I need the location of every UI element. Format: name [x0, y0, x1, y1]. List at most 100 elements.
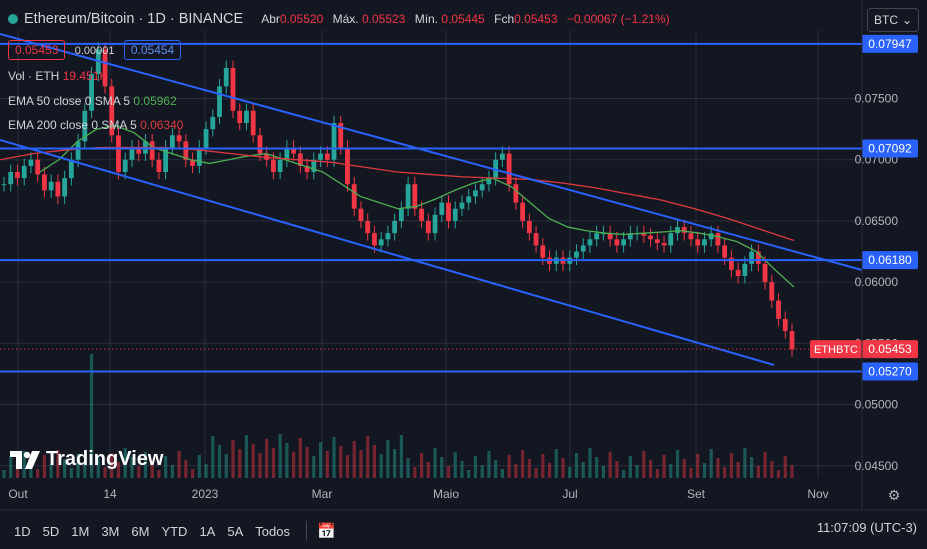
candle-body — [621, 239, 627, 246]
time-tick-label: Maio — [433, 487, 459, 501]
timeframe-1a[interactable]: 1A — [199, 523, 216, 539]
candle-body — [755, 251, 761, 264]
volume-bar — [729, 453, 733, 478]
volume-bar — [541, 454, 545, 478]
candle-body — [28, 159, 34, 166]
calendar-range-icon[interactable]: 📅 — [316, 523, 336, 540]
candle-body — [304, 165, 310, 172]
timeframe-ytd[interactable]: YTD — [161, 523, 188, 539]
volume-bar — [662, 455, 666, 478]
candle-body — [82, 110, 88, 142]
candle-body — [419, 208, 424, 221]
volume-bar — [9, 456, 13, 478]
candle-body — [392, 220, 398, 234]
volume-bar — [49, 464, 53, 478]
candle-body — [681, 227, 687, 234]
level-price-tag — [862, 251, 918, 270]
chevron-down-icon: ⌄ — [901, 13, 912, 27]
candle-body — [378, 239, 384, 246]
candle-body — [614, 239, 620, 246]
timeframe-6m[interactable]: 6M — [131, 523, 150, 539]
tradingview-logo: TradingView — [10, 448, 163, 471]
candle-body — [452, 208, 458, 221]
timeframe-1d[interactable]: 1D — [14, 523, 31, 539]
ask-badge[interactable]: 0.05454 — [123, 40, 182, 60]
volume-bar — [305, 447, 309, 478]
candle-body — [338, 123, 344, 148]
volume-bar — [595, 457, 599, 478]
volume-legend[interactable]: Vol · ETH 19.451K — [8, 69, 108, 83]
symbol-title[interactable]: Ethereum/Bitcoin · 1D · BINANCE — [24, 11, 244, 27]
volume-bar — [231, 440, 235, 478]
candle-body — [702, 239, 707, 246]
candle-body — [695, 239, 701, 246]
volume-bar — [285, 443, 289, 478]
candle-body — [277, 159, 283, 172]
candle-body — [789, 331, 795, 350]
spread-value: 0.00001 — [74, 45, 115, 57]
volume-bar — [460, 461, 464, 478]
timeframe-list: 1D 5D 1M 3M 6M YTD 1A 5A Todos — [8, 524, 296, 539]
volume-bar — [635, 465, 639, 478]
volume-bar — [83, 463, 87, 478]
candle-body — [291, 147, 297, 154]
timeframe-5a[interactable]: 5A — [227, 523, 244, 539]
candle-body — [479, 184, 485, 191]
volume-bar — [190, 469, 195, 478]
volume-bar — [36, 469, 40, 478]
candle-body — [762, 263, 768, 283]
volume-bar — [534, 468, 538, 478]
timeframe-3m[interactable]: 3M — [101, 523, 120, 539]
level-price-tag — [862, 139, 918, 158]
volume-bar — [682, 459, 686, 478]
candle-body — [190, 159, 195, 166]
ema50-legend[interactable]: EMA 50 close 0 SMA 5 0.05962 — [8, 94, 177, 108]
volume-bar — [675, 450, 680, 478]
volume-bar — [467, 470, 471, 478]
timeframe-1m[interactable]: 1M — [71, 523, 90, 539]
volume-bar — [756, 466, 760, 478]
currency-select[interactable]: BTC ⌄ — [867, 8, 919, 32]
candle-body — [675, 227, 680, 234]
candle-body — [526, 220, 532, 234]
volume-bar — [157, 470, 161, 478]
volume-bar — [123, 448, 127, 478]
candle-body — [580, 245, 586, 252]
candle-body — [742, 263, 748, 277]
volume-bar — [96, 458, 100, 478]
volume-bar — [386, 440, 390, 478]
bid-ask-row: 0.05453 0.00001 0.05454 — [8, 40, 182, 60]
volume-bar — [76, 454, 80, 478]
volume-bar — [783, 456, 787, 478]
volume-bar — [352, 441, 356, 478]
volume-bar — [568, 467, 572, 478]
candle-body — [169, 135, 175, 148]
volume-bar — [69, 468, 73, 478]
bid-badge[interactable]: 0.05453 — [8, 40, 66, 60]
timeframe-5d[interactable]: 5D — [42, 523, 60, 539]
volume-bar — [292, 452, 296, 478]
candle-body — [641, 233, 647, 236]
candle-body — [466, 196, 472, 203]
clock-timezone[interactable]: 11:07:09 (UTC-3) — [816, 520, 917, 535]
time-tick-label: 2023 — [192, 487, 219, 501]
timeframe-todos[interactable]: Todos — [255, 523, 290, 539]
ema200-legend[interactable]: EMA 200 close 0 SMA 5 0.06340 — [8, 118, 184, 132]
volume-bar — [325, 451, 329, 478]
candle-body — [68, 159, 74, 179]
candle-body — [749, 251, 754, 264]
candle-body — [230, 67, 236, 111]
candle-body — [439, 202, 445, 215]
candle-body — [358, 208, 364, 221]
volume-bar — [628, 456, 632, 478]
volume-bar — [217, 445, 222, 478]
volume-bar — [473, 456, 478, 478]
candle-body — [372, 233, 377, 246]
symbol-tag-label: ETHBTC — [814, 344, 858, 356]
volume-bar — [298, 438, 302, 478]
candle-body — [722, 245, 728, 258]
candle-body — [574, 251, 579, 258]
candle-body — [311, 159, 317, 172]
candle-body — [425, 220, 431, 234]
